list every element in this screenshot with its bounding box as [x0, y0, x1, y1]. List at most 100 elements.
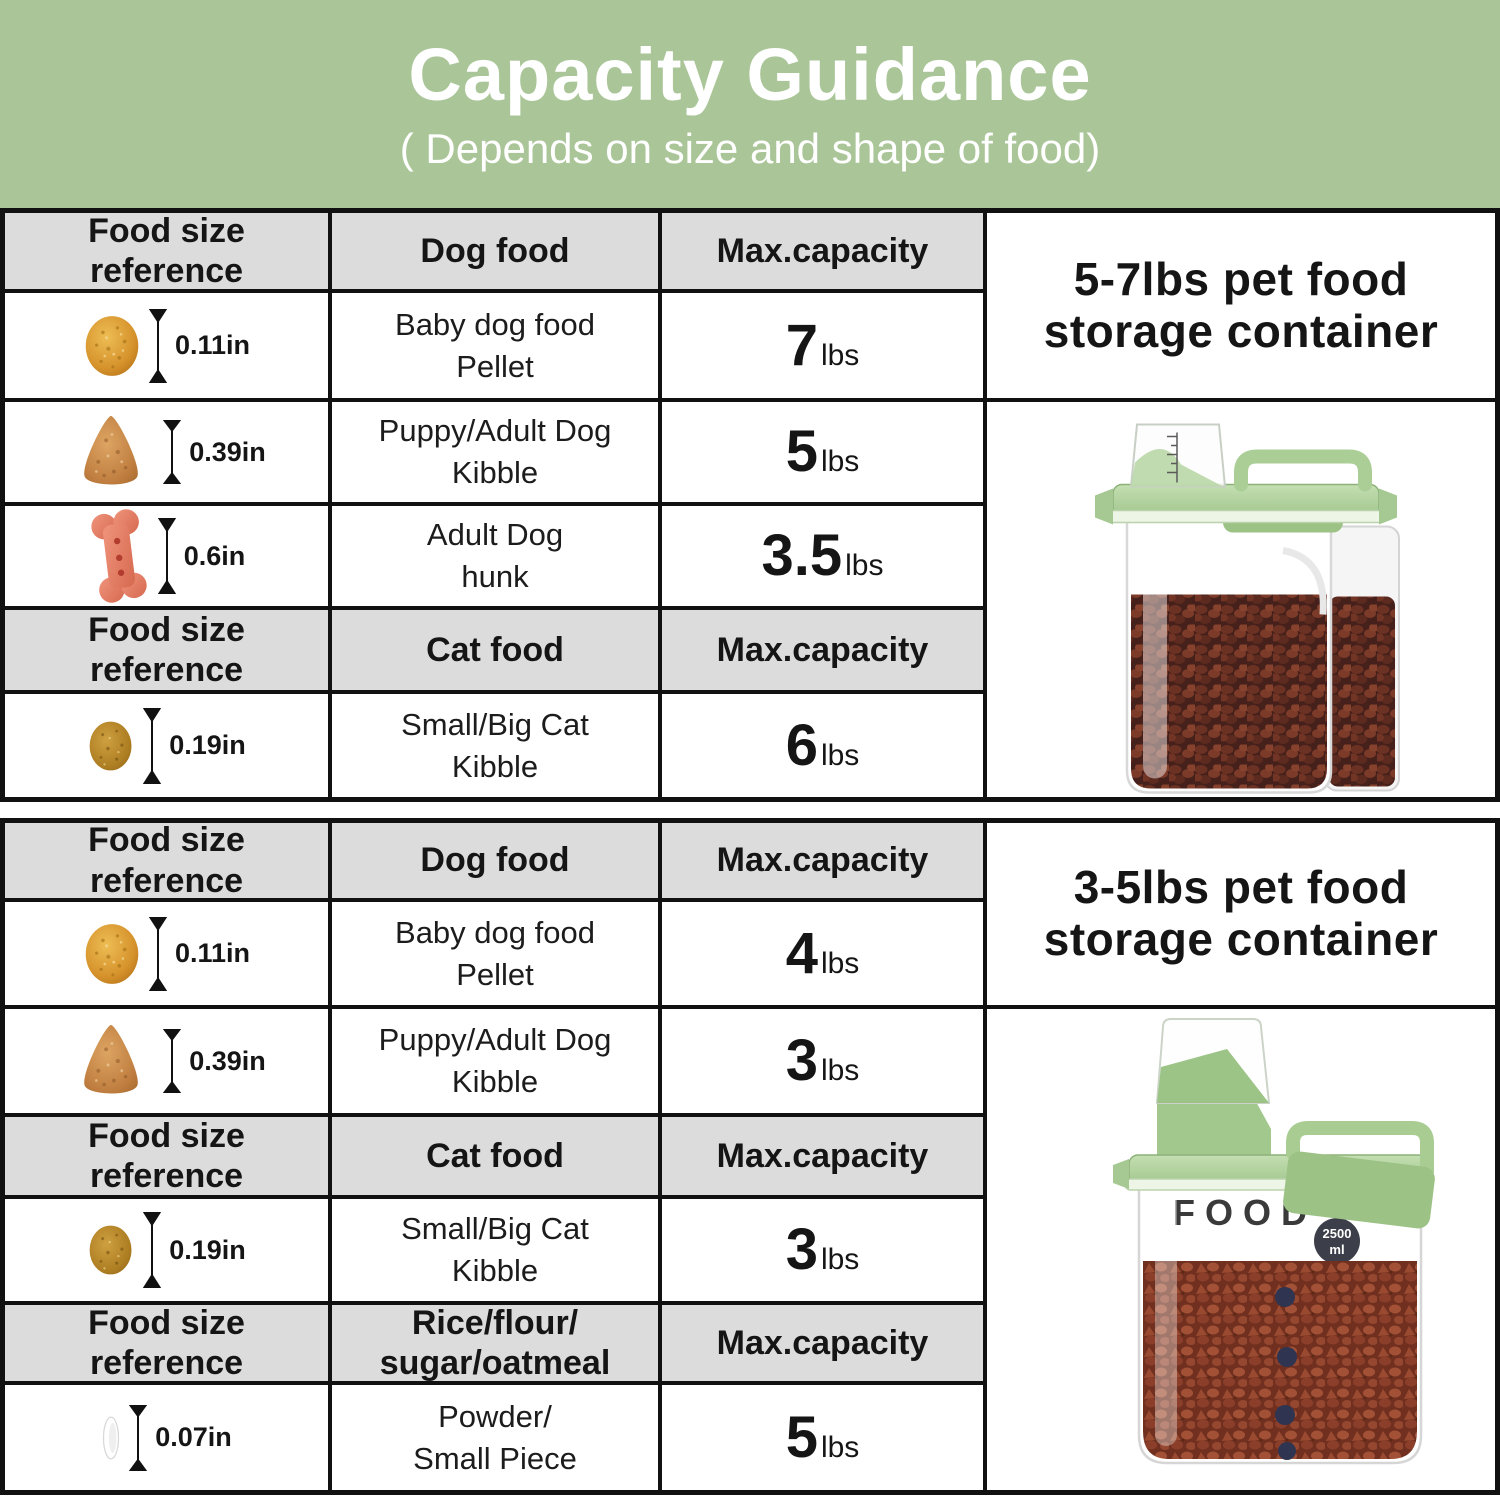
- food-size-cell: 0.6in: [3, 504, 330, 608]
- capacity-table-5-7lbs: Food size reference Dog food Max.capacit…: [0, 208, 1500, 802]
- capacity-unit: lbs: [820, 738, 860, 772]
- size-label: 0.11in: [174, 938, 251, 968]
- capacity-cell: 3 lbs: [660, 1197, 985, 1303]
- col-header-max-capacity: Max.capacity: [660, 1115, 985, 1197]
- capacity-cell: 3 lbs: [660, 1007, 985, 1115]
- col-header-max-capacity: Max.capacity: [660, 211, 985, 291]
- kibble-dark-spots: [1275, 1287, 1297, 1460]
- capacity-value: 3.5: [761, 523, 843, 588]
- capacity-badge-unit: ml: [1329, 1242, 1344, 1257]
- container-photo-5-7lbs: [985, 400, 1497, 799]
- cat-kibble-icon: [87, 718, 135, 774]
- food-type-cell: Baby dog food Pellet: [330, 291, 660, 400]
- food-type-cell: Baby dog food Pellet: [330, 900, 660, 1007]
- col-header-max-capacity: Max.capacity: [660, 821, 985, 900]
- size-label: 0.39in: [189, 436, 266, 467]
- col-header-food-size: Food size reference: [3, 821, 330, 900]
- capacity-value: 7: [785, 312, 818, 378]
- capacity-unit: lbs: [820, 338, 860, 372]
- col-header-cat-food: Cat food: [330, 608, 660, 692]
- triangle-kibble-icon: [67, 411, 155, 494]
- col-header-line: sugar/oatmeal: [379, 1344, 611, 1382]
- food-type-line: Puppy/Adult Dog: [378, 413, 612, 449]
- capacity-value: 4: [785, 920, 818, 986]
- capacity-unit: lbs: [820, 946, 860, 980]
- measuring-cup-green: [1157, 1049, 1269, 1103]
- col-header-rice-flour: Rice/flour/ sugar/oatmeal: [330, 1303, 660, 1383]
- lid-seal-rim: [1106, 509, 1386, 524]
- panel-title-3-5lbs: 3-5lbs pet food storage container: [985, 821, 1497, 1007]
- capacity-badge: [1314, 1218, 1360, 1264]
- col-header-food-size: Food size reference: [3, 608, 330, 692]
- col-header-max-capacity: Max.capacity: [660, 1303, 985, 1383]
- food-type-line: Powder/: [438, 1398, 552, 1434]
- col-header-food-size: Food size reference: [3, 1303, 330, 1383]
- size-label: 0.07in: [155, 1422, 232, 1452]
- col-header-dog-food: Dog food: [330, 211, 660, 291]
- capacity-unit: lbs: [820, 1243, 860, 1276]
- measure-bracket-icon: [148, 917, 168, 991]
- pet-food-container-illustration: FOOD 2500 ml: [1113, 1018, 1435, 1465]
- triangle-kibble-icon: [67, 1020, 155, 1103]
- capacity-cell: 6 lbs: [660, 692, 985, 799]
- capacity-cell: 7 lbs: [660, 291, 985, 400]
- food-type-cell: Small/Big Cat Kibble: [330, 692, 660, 799]
- food-type-line: Puppy/Adult Dog: [378, 1022, 612, 1058]
- panel-title-line: 5-7lbs pet food: [1073, 252, 1409, 305]
- cup-scale-ticks: [1167, 435, 1177, 474]
- capacity-cell: 5 lbs: [660, 400, 985, 504]
- food-type-line: Kibble: [451, 1253, 539, 1288]
- food-size-cell: 0.39in: [3, 400, 330, 504]
- col-header-max-capacity: Max.capacity: [660, 608, 985, 692]
- food-type-cell: Small/Big Cat Kibble: [330, 1197, 660, 1303]
- food-type-cell: Puppy/Adult Dog Kibble: [330, 1007, 660, 1115]
- food-size-cell: 0.11in: [3, 900, 330, 1007]
- food-size-cell: 0.07in: [3, 1383, 330, 1492]
- food-type-line: Small/Big Cat: [401, 1211, 589, 1247]
- lid-clip-left: [1095, 488, 1113, 525]
- col-header-dog-food: Dog food: [330, 821, 660, 900]
- measure-bracket-icon: [142, 1212, 162, 1288]
- food-type-line: Pellet: [456, 956, 534, 992]
- food-size-cell: 0.19in: [3, 1197, 330, 1303]
- food-type-cell: Adult Dog hunk: [330, 504, 660, 608]
- measure-bracket-icon: [148, 309, 168, 383]
- capacity-unit: lbs: [820, 1054, 860, 1087]
- size-label: 0.39in: [189, 1045, 266, 1076]
- food-size-cell: 0.11in: [3, 291, 330, 400]
- carry-handle: [1286, 1121, 1434, 1178]
- food-type-line: Kibble: [451, 1064, 539, 1099]
- measure-bracket-icon: [157, 518, 177, 594]
- capacity-unit: lbs: [820, 445, 860, 478]
- food-type-line: Small Piece: [413, 1440, 577, 1476]
- col-header-food-size: Food size reference: [3, 211, 330, 291]
- carry-handle: [1234, 449, 1372, 492]
- food-type-line: Kibble: [451, 455, 539, 490]
- size-label: 0.6in: [183, 540, 246, 571]
- capacity-value: 3: [785, 1028, 818, 1093]
- food-type-line: hunk: [461, 559, 529, 594]
- capacity-value: 5: [785, 1404, 818, 1470]
- measure-bracket-icon: [128, 1405, 148, 1471]
- front-jug-kibble-fill: [1131, 594, 1327, 789]
- capacity-value: 5: [785, 419, 818, 484]
- container-photo-3-5lbs: FOOD 2500 ml: [985, 1007, 1497, 1492]
- table-gap: [0, 802, 1500, 818]
- banner: Capacity Guidance ( Depends on size and …: [0, 0, 1500, 208]
- food-size-cell: 0.39in: [3, 1007, 330, 1115]
- size-label: 0.19in: [169, 1234, 246, 1265]
- food-type-line: Small/Big Cat: [401, 706, 589, 742]
- capacity-value: 3: [785, 1217, 818, 1282]
- food-type-line: Baby dog food: [395, 306, 595, 342]
- col-header-cat-food: Cat food: [330, 1115, 660, 1197]
- jug-sheen: [1143, 530, 1167, 779]
- bone-treat-icon: [82, 506, 155, 607]
- food-size-cell: 0.19in: [3, 692, 330, 799]
- food-type-line: Adult Dog: [426, 517, 564, 553]
- food-type-line: Pellet: [456, 348, 534, 384]
- page-subtitle: ( Depends on size and shape of food): [399, 125, 1101, 172]
- cat-kibble-icon: [87, 1222, 135, 1278]
- capacity-value: 6: [785, 712, 818, 778]
- powder-icon: [101, 1414, 121, 1462]
